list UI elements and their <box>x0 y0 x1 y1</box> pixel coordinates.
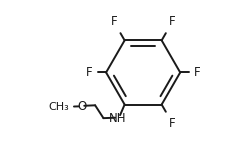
Text: CH₃: CH₃ <box>49 102 70 112</box>
Text: NH: NH <box>109 112 126 125</box>
Text: F: F <box>194 66 201 79</box>
Text: O: O <box>77 100 86 113</box>
Text: F: F <box>169 117 175 130</box>
Text: F: F <box>86 66 92 79</box>
Text: F: F <box>169 15 175 28</box>
Text: F: F <box>111 15 117 28</box>
